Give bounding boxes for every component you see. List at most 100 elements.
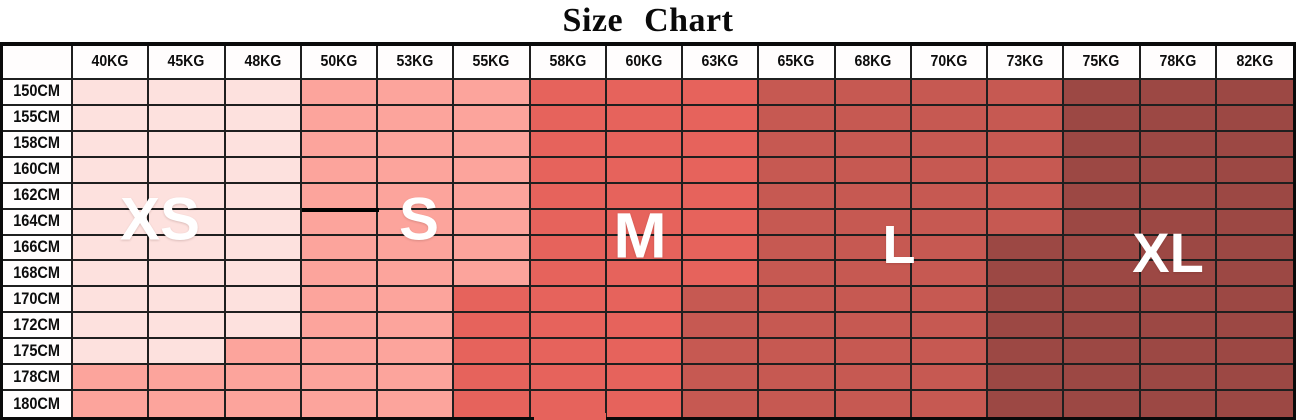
size-cell-172cm-65kg: [759, 313, 836, 340]
column-header-45kg: 45KG: [149, 46, 226, 80]
size-cell-168cm-48kg: [225, 261, 302, 288]
size-cell-168cm-78kg: [1140, 261, 1217, 288]
size-cell-175cm-53kg: [378, 339, 455, 366]
size-cell-170cm-65kg: [759, 287, 836, 314]
size-cell-160cm-68kg: [835, 157, 912, 184]
size-cell-155cm-58kg: [530, 105, 607, 132]
size-cell-168cm-55kg: [454, 261, 531, 288]
size-cell-166cm-40kg: [73, 235, 150, 262]
size-cell-155cm-63kg: [683, 105, 760, 132]
size-cell-172cm-60kg: [606, 313, 683, 340]
size-cell-155cm-40kg: [73, 105, 150, 132]
size-cell-166cm-60kg: [606, 235, 683, 262]
size-cell-158cm-75kg: [1064, 131, 1141, 158]
size-cell-170cm-40kg: [73, 287, 150, 314]
row-header-155cm: 155CM: [3, 105, 73, 132]
row-header-158cm: 158CM: [3, 131, 73, 158]
size-cell-168cm-40kg: [73, 261, 150, 288]
size-cell-164cm-60kg: [606, 209, 683, 236]
size-cell-166cm-73kg: [988, 235, 1065, 262]
size-cell-180cm-58kg: [530, 391, 607, 417]
size-cell-155cm-75kg: [1064, 105, 1141, 132]
size-cell-168cm-50kg: [301, 261, 378, 288]
column-header-50kg: 50KG: [301, 46, 378, 80]
size-cell-158cm-68kg: [835, 131, 912, 158]
column-header-48kg: 48KG: [225, 46, 302, 80]
size-cell-166cm-45kg: [149, 235, 226, 262]
size-cell-158cm-65kg: [759, 131, 836, 158]
column-header-63kg: 63KG: [683, 46, 760, 80]
size-cell-160cm-65kg: [759, 157, 836, 184]
size-cell-158cm-63kg: [683, 131, 760, 158]
size-cell-180cm-55kg: [454, 391, 531, 417]
size-cell-150cm-53kg: [378, 80, 455, 106]
size-cell-166cm-50kg: [301, 235, 378, 262]
size-cell-170cm-58kg: [530, 287, 607, 314]
size-cell-150cm-63kg: [683, 80, 760, 106]
size-cell-170cm-75kg: [1064, 287, 1141, 314]
size-cell-170cm-82kg: [1216, 287, 1293, 314]
size-cell-175cm-78kg: [1140, 339, 1217, 366]
size-cell-172cm-82kg: [1216, 313, 1293, 340]
size-cell-178cm-58kg: [530, 365, 607, 392]
size-cell-162cm-70kg: [911, 183, 988, 210]
size-cell-168cm-58kg: [530, 261, 607, 288]
size-cell-164cm-55kg: [454, 209, 531, 236]
size-cell-158cm-48kg: [225, 131, 302, 158]
size-cell-160cm-40kg: [73, 157, 150, 184]
column-header-53kg: 53KG: [378, 46, 455, 80]
size-cell-172cm-78kg: [1140, 313, 1217, 340]
size-cell-166cm-55kg: [454, 235, 531, 262]
row-header-150cm: 150CM: [3, 80, 73, 106]
size-cell-158cm-70kg: [911, 131, 988, 158]
size-cell-162cm-55kg: [454, 183, 531, 210]
size-cell-150cm-58kg: [530, 80, 607, 106]
size-cell-180cm-70kg: [911, 391, 988, 417]
size-cell-164cm-75kg: [1064, 209, 1141, 236]
size-cell-160cm-60kg: [606, 157, 683, 184]
size-cell-178cm-68kg: [835, 365, 912, 392]
row-header-166cm: 166CM: [3, 235, 73, 262]
column-header-65kg: 65KG: [759, 46, 836, 80]
size-cell-180cm-68kg: [835, 391, 912, 417]
row-header-178cm: 178CM: [3, 365, 73, 392]
size-cell-178cm-60kg: [606, 365, 683, 392]
stray-line-artifact: [302, 208, 379, 212]
size-cell-170cm-73kg: [988, 287, 1065, 314]
size-cell-175cm-48kg: [225, 339, 302, 366]
column-header-82kg: 82KG: [1216, 46, 1293, 80]
size-cell-160cm-55kg: [454, 157, 531, 184]
size-cell-160cm-82kg: [1216, 157, 1293, 184]
size-cell-178cm-45kg: [149, 365, 226, 392]
size-cell-162cm-48kg: [225, 183, 302, 210]
size-cell-166cm-82kg: [1216, 235, 1293, 262]
size-cell-150cm-65kg: [759, 80, 836, 106]
size-cell-180cm-53kg: [378, 391, 455, 417]
size-cell-175cm-70kg: [911, 339, 988, 366]
size-cell-178cm-70kg: [911, 365, 988, 392]
size-cell-180cm-75kg: [1064, 391, 1141, 417]
size-cell-158cm-50kg: [301, 131, 378, 158]
size-cell-178cm-75kg: [1064, 365, 1141, 392]
column-header-78kg: 78KG: [1140, 46, 1217, 80]
row-header-180cm: 180CM: [3, 391, 73, 417]
corner-cell: [3, 46, 73, 80]
size-cell-155cm-50kg: [301, 105, 378, 132]
size-cell-166cm-68kg: [835, 235, 912, 262]
size-cell-172cm-58kg: [530, 313, 607, 340]
size-cell-175cm-60kg: [606, 339, 683, 366]
size-cell-164cm-45kg: [149, 209, 226, 236]
size-cell-168cm-75kg: [1064, 261, 1141, 288]
column-header-70kg: 70KG: [911, 46, 988, 80]
size-cell-150cm-73kg: [988, 80, 1065, 106]
size-cell-160cm-48kg: [225, 157, 302, 184]
column-header-75kg: 75KG: [1064, 46, 1141, 80]
size-cell-150cm-50kg: [301, 80, 378, 106]
row-header-170cm: 170CM: [3, 287, 73, 314]
size-cell-172cm-63kg: [683, 313, 760, 340]
row-header-160cm: 160CM: [3, 157, 73, 184]
size-cell-168cm-70kg: [911, 261, 988, 288]
size-cell-172cm-45kg: [149, 313, 226, 340]
size-cell-160cm-63kg: [683, 157, 760, 184]
size-cell-180cm-78kg: [1140, 391, 1217, 417]
